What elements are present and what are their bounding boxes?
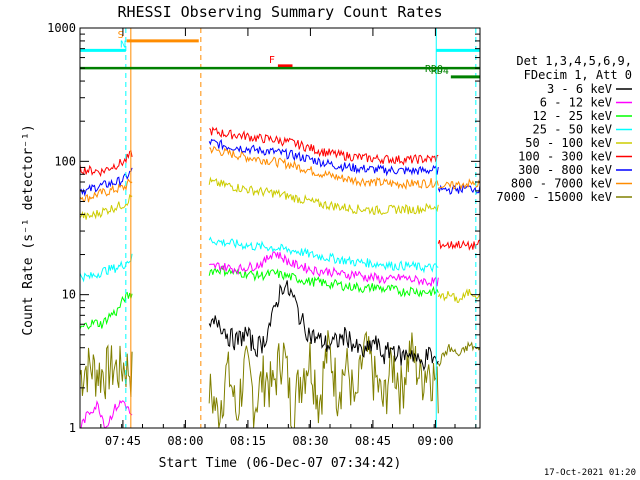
series-7000-15000-post [437,340,481,367]
series-100-300-before [79,150,133,178]
legend-label-25-50: 25 - 50 keV [533,123,612,137]
legend-label-7000-15000: 7000 - 15000 keV [496,190,612,204]
flag-label-rd0: RD0 [425,64,443,75]
legend-label-800-7000: 800 - 7000 keV [511,177,612,191]
chart-title: RHESSI Observing Summary Count Rates [117,3,442,21]
series-25-50-before [79,253,133,283]
flag-label-f: F [269,55,275,66]
x-tick-label-2: 08:15 [230,434,266,448]
flag-label-n: N [120,39,126,50]
series-50-100-after [208,176,439,216]
series-300-800-before [79,167,133,197]
y-tick-label-2: 100 [54,154,76,168]
series-50-100-post [437,288,481,303]
series-12-25-after [208,264,439,298]
series-100-300-post [437,239,481,251]
series-6-12-before [79,399,133,429]
series-300-800-post [437,183,481,195]
legend-label-6-12: 6 - 12 keV [540,96,612,110]
axes: 07:45 08:00 08:15 08:30 08:45 09:00 1 10 100 1000 [47,21,480,448]
legend-header-1: Det 1,3,4,5,6,9, [516,54,632,68]
series-100-300-after [209,126,439,166]
legend-header-2: FDecim 1, Att 0 [524,68,632,82]
legend: Det 1,3,4,5,6,9, FDecim 1, Att 0 3 - 6 k… [496,54,632,204]
plot-frame [79,27,481,429]
series-800-7000-before [79,178,133,203]
series-300-800-after [208,138,439,177]
x-tick-label-1: 08:00 [167,434,203,448]
y-tick-label-1: 10 [62,288,76,302]
flag-label-s: S [118,30,124,41]
x-axis-label: Start Time (06-Dec-07 07:34:42) [159,456,402,471]
series-3-6-after [208,280,439,372]
x-tick-label-4: 08:45 [355,434,391,448]
series-7000-15000-before [79,344,133,400]
x-tick-label-0: 07:45 [105,434,141,448]
legend-label-50-100: 50 - 100 keV [525,136,612,150]
flag-label-rd4: RD4 [431,66,449,77]
legend-label-3-6: 3 - 6 keV [547,82,612,96]
footer-timestamp: 17-Oct-2021 01:20 [544,468,636,478]
series-12-25-before [79,291,133,330]
series-50-100-before [79,193,133,220]
x-tick-label-5: 09:00 [417,434,453,448]
y-tick-label-3: 1000 [47,21,76,35]
legend-label-100-300: 100 - 300 keV [518,150,612,164]
legend-label-300-800: 300 - 800 keV [518,163,612,177]
series-6-12-after [209,250,439,287]
series-7000-15000-after [208,330,439,429]
x-tick-label-3: 08:30 [292,434,328,448]
legend-label-12-25: 12 - 25 keV [533,109,612,123]
y-tick-label-0: 1 [69,421,76,435]
series-800-7000-after [209,145,439,191]
series-25-50-after [208,236,439,274]
series-800-7000-post [438,178,481,190]
y-axis-label: Count Rate (s⁻¹ detector⁻¹) [21,124,36,335]
